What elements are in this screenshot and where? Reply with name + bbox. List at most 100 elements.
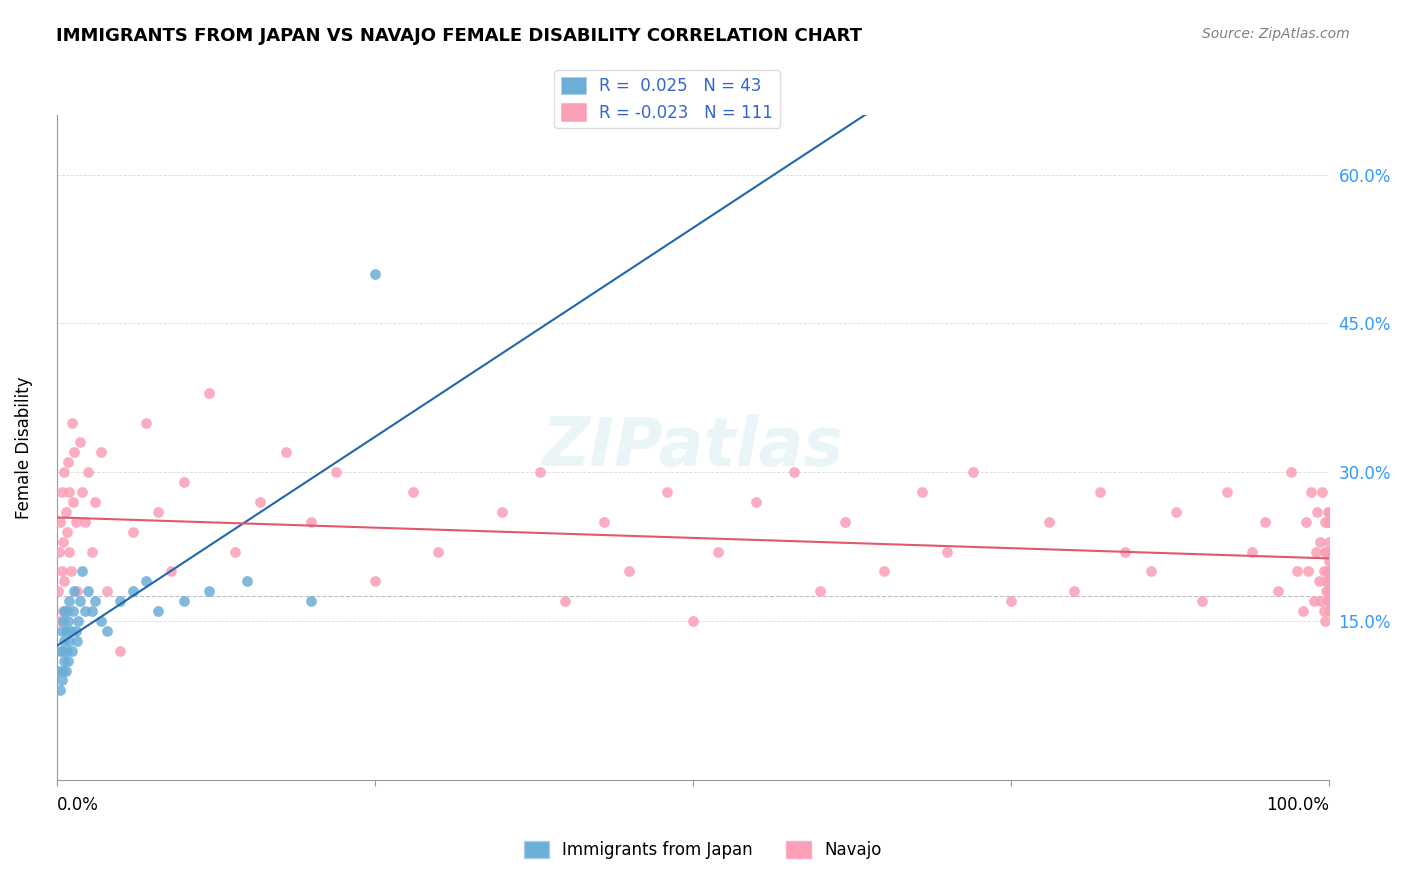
Point xyxy=(62,495,84,509)
Point xyxy=(135,416,157,430)
Point xyxy=(249,495,271,509)
Point xyxy=(592,515,614,529)
Point xyxy=(834,515,856,529)
Point xyxy=(46,584,69,599)
Point xyxy=(198,385,221,400)
Point xyxy=(53,604,76,618)
Point xyxy=(1308,574,1330,589)
Point xyxy=(1305,544,1327,558)
Point xyxy=(63,584,86,599)
Point xyxy=(58,633,80,648)
Point xyxy=(1317,565,1340,579)
Point xyxy=(236,574,259,589)
Point xyxy=(58,594,80,608)
Point xyxy=(58,544,80,558)
Point xyxy=(73,515,96,529)
Point xyxy=(554,594,576,608)
Point xyxy=(299,515,322,529)
Point xyxy=(69,435,91,450)
Point xyxy=(1139,565,1161,579)
Point xyxy=(70,565,93,579)
Point xyxy=(491,505,513,519)
Point xyxy=(1317,544,1340,558)
Point xyxy=(1241,544,1264,558)
Point xyxy=(62,604,84,618)
Point xyxy=(65,624,87,638)
Point xyxy=(53,574,76,589)
Point xyxy=(198,584,221,599)
Point xyxy=(73,604,96,618)
Point xyxy=(70,485,93,500)
Point xyxy=(1279,465,1302,479)
Point xyxy=(808,584,831,599)
Point xyxy=(96,624,118,638)
Text: 100.0%: 100.0% xyxy=(1265,796,1329,814)
Point xyxy=(1191,594,1213,608)
Point xyxy=(52,664,75,678)
Point xyxy=(52,604,75,618)
Point xyxy=(1317,505,1340,519)
Point xyxy=(872,565,894,579)
Point xyxy=(56,614,79,628)
Point xyxy=(59,565,82,579)
Point xyxy=(83,495,105,509)
Point xyxy=(363,574,385,589)
Point xyxy=(59,624,82,638)
Point xyxy=(55,624,77,638)
Point xyxy=(173,594,195,608)
Point xyxy=(911,485,934,500)
Point xyxy=(1316,515,1339,529)
Point xyxy=(1114,544,1136,558)
Point xyxy=(77,465,100,479)
Point xyxy=(82,544,104,558)
Point xyxy=(56,524,79,539)
Point xyxy=(1038,515,1060,529)
Point xyxy=(1317,574,1340,589)
Point xyxy=(51,624,73,638)
Point xyxy=(1295,515,1317,529)
Point xyxy=(90,614,112,628)
Point xyxy=(1317,604,1340,618)
Point xyxy=(52,614,75,628)
Point xyxy=(1316,594,1339,608)
Point xyxy=(427,544,450,558)
Point xyxy=(148,604,170,618)
Point xyxy=(529,465,551,479)
Point xyxy=(274,445,297,459)
Point xyxy=(1000,594,1022,608)
Point xyxy=(51,673,73,688)
Point xyxy=(1316,565,1339,579)
Point xyxy=(1317,574,1340,589)
Point xyxy=(48,544,70,558)
Point xyxy=(1216,485,1239,500)
Point xyxy=(962,465,984,479)
Point xyxy=(1063,584,1085,599)
Point xyxy=(936,544,959,558)
Point xyxy=(135,574,157,589)
Point xyxy=(56,654,79,668)
Point xyxy=(1315,574,1337,589)
Point xyxy=(1313,515,1336,529)
Point xyxy=(60,644,83,658)
Point xyxy=(56,604,79,618)
Text: IMMIGRANTS FROM JAPAN VS NAVAJO FEMALE DISABILITY CORRELATION CHART: IMMIGRANTS FROM JAPAN VS NAVAJO FEMALE D… xyxy=(56,27,862,45)
Point xyxy=(1299,485,1322,500)
Point xyxy=(1317,594,1340,608)
Point xyxy=(83,594,105,608)
Point xyxy=(1292,604,1315,618)
Point xyxy=(299,594,322,608)
Point xyxy=(49,515,72,529)
Point xyxy=(77,584,100,599)
Point xyxy=(1316,505,1339,519)
Point xyxy=(110,594,132,608)
Text: ZIPatlas: ZIPatlas xyxy=(541,415,844,481)
Point xyxy=(1313,614,1336,628)
Legend: R =  0.025   N = 43, R = -0.023   N = 111: R = 0.025 N = 43, R = -0.023 N = 111 xyxy=(554,70,780,128)
Point xyxy=(1285,565,1308,579)
Point xyxy=(122,584,145,599)
Point xyxy=(682,614,704,628)
Point xyxy=(1298,565,1320,579)
Point xyxy=(402,485,425,500)
Text: Source: ZipAtlas.com: Source: ZipAtlas.com xyxy=(1202,27,1350,41)
Point xyxy=(53,633,76,648)
